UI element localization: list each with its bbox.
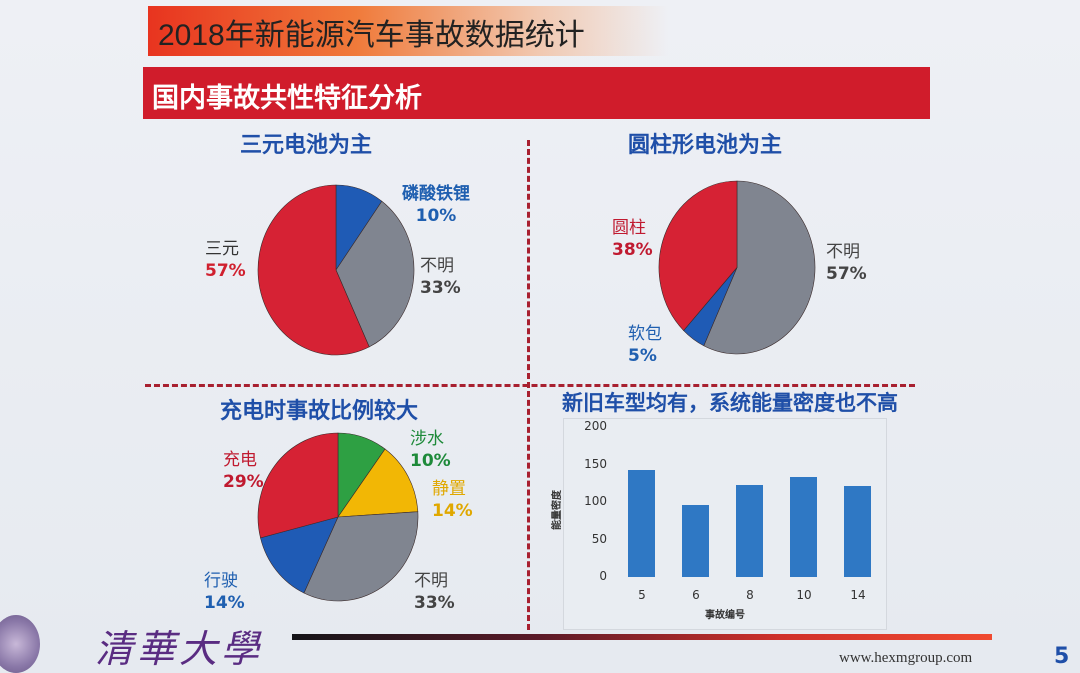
pie-slice: [257, 184, 370, 356]
bar: [628, 469, 655, 577]
pie-slice: [658, 180, 738, 332]
bar: [682, 505, 709, 577]
bar: [790, 477, 817, 577]
pie-label-lfp: 磷酸铁锂 10%: [402, 184, 470, 226]
footer-gradient-line: [292, 634, 992, 640]
bar-chart-frame: [563, 418, 887, 630]
x-tick-label: 14: [850, 588, 866, 602]
pie-label-driving: 行驶 14%: [204, 571, 245, 613]
panel-title-scenario: 充电时事故比例较大: [220, 399, 419, 424]
panel-title-chemistry: 三元电池为主: [240, 133, 373, 158]
horizontal-divider: [145, 384, 915, 387]
x-axis-label: 事故编号: [705, 610, 745, 621]
pie-label-charging: 充电 29%: [223, 450, 264, 492]
pie-label-unknown-3: 不明 33%: [414, 571, 455, 613]
pie-label-unknown-1: 不明 33%: [420, 256, 461, 298]
pie-label-unknown-2: 不明 57%: [826, 242, 867, 284]
x-tick-label: 8: [746, 588, 754, 602]
title-banner: [148, 6, 668, 56]
panel-title-form-factor: 圆柱形电池为主: [628, 133, 783, 158]
bar: [844, 485, 871, 577]
footer-url[interactable]: www.hexmgroup.com: [839, 650, 973, 666]
x-tick-label: 6: [692, 588, 700, 602]
pie-label-cylindrical: 圆柱 38%: [612, 218, 653, 260]
university-logo-text: 清華大學: [95, 627, 264, 671]
y-tick-label: 100: [584, 494, 607, 508]
pie-label-ternary: 三元 57%: [205, 239, 246, 281]
pie-label-pouch: 软包 5%: [628, 324, 662, 366]
subtitle-banner: [143, 67, 930, 119]
pie-slice: [337, 448, 419, 518]
pie-slice: [257, 432, 339, 539]
pie-label-wading: 涉水 10%: [410, 429, 451, 471]
bar: [736, 484, 763, 577]
pie-chart-battery-chemistry: [257, 184, 415, 356]
x-tick-label: 10: [796, 588, 812, 602]
y-tick-label: 150: [584, 456, 607, 471]
y-tick-label: 50: [591, 531, 607, 546]
pie-slice: [703, 180, 816, 355]
pie-slice: [335, 200, 415, 348]
y-axis-label: 能量密度: [552, 490, 563, 530]
pie-chart-accident-scenario: [257, 432, 419, 602]
y-tick-label: 0: [599, 569, 607, 583]
x-tick-label: 5: [638, 588, 646, 602]
y-tick-label: 200: [584, 419, 607, 433]
pie-slice: [260, 516, 339, 594]
slide-subtitle: 国内事故共性特征分析: [152, 83, 422, 114]
university-seal-logo: [0, 615, 40, 673]
pie-chart-cell-format: [658, 180, 816, 355]
pie-slice: [303, 511, 419, 602]
pie-label-parked: 静置 14%: [432, 479, 473, 521]
page-number: 5: [1054, 644, 1070, 669]
slide-title: 2018年新能源汽车事故数据统计: [158, 19, 585, 52]
panel-title-energy-density: 新旧车型均有，系统能量密度也不高: [562, 391, 898, 415]
